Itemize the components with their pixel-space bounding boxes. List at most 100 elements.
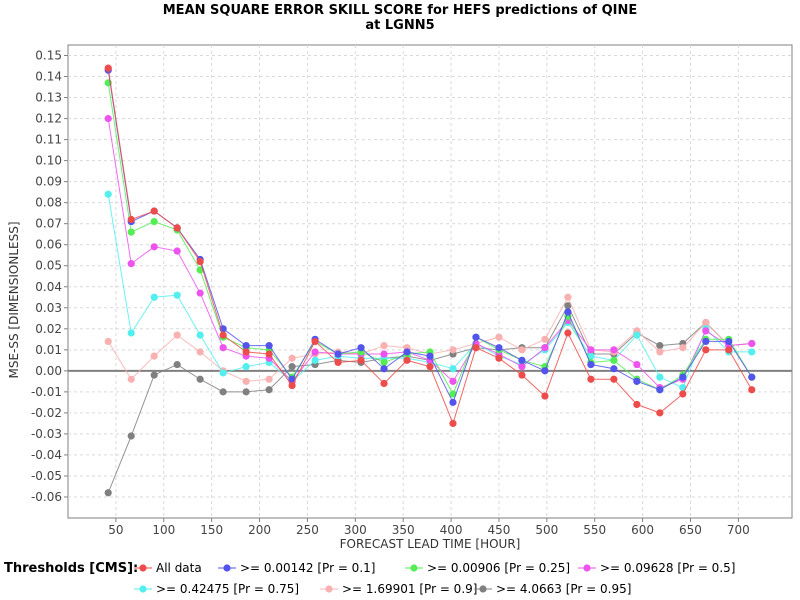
y-tick-label: 0.11 [35, 133, 62, 147]
data-point [449, 419, 457, 427]
data-point [196, 348, 204, 356]
data-point [748, 339, 756, 348]
data-point [127, 215, 135, 224]
data-point [518, 346, 526, 354]
x-tick-label: 650 [679, 523, 702, 537]
x-tick-label: 150 [200, 523, 223, 537]
legend: All data >= 0.00142 [Pr = 0.1] >= 0.00906 … [134, 561, 735, 596]
data-point [150, 371, 158, 379]
data-point [426, 352, 434, 360]
data-point [656, 348, 664, 356]
y-tick-label: 0.01 [35, 343, 62, 357]
data-point [196, 257, 204, 266]
x-tick-label: 500 [535, 523, 558, 537]
data-point [702, 346, 710, 354]
chart-title: MEAN SQUARE ERROR SKILL SCORE for HEFS p… [163, 3, 638, 18]
data-point [357, 344, 365, 352]
data-point [219, 388, 227, 396]
data-point [380, 342, 388, 350]
data-point [173, 331, 181, 339]
data-point [380, 350, 388, 358]
data-point [127, 329, 135, 337]
data-point [334, 350, 342, 358]
data-point [242, 377, 250, 385]
data-point [656, 373, 664, 381]
data-point [104, 64, 112, 72]
y-tick-label: -0.05 [31, 469, 62, 483]
data-point [656, 386, 664, 394]
data-point [311, 337, 319, 346]
data-point [173, 360, 181, 369]
data-point [150, 352, 158, 360]
legend-swatch-marker [139, 564, 147, 572]
y-axis-label: MSE-SS [DIMENSIONLESS] [7, 221, 21, 378]
legend-swatch-marker [139, 585, 147, 593]
x-tick-label: 250 [296, 523, 319, 537]
y-tick-label: 0.15 [35, 49, 62, 63]
y-tick-label: 0.05 [35, 259, 62, 273]
data-point [518, 363, 526, 371]
y-tick-label: 0.06 [35, 238, 62, 252]
legend-title: Thresholds [CMS]: [4, 561, 138, 576]
legend-label: All data [156, 561, 202, 575]
legend-label: >= 1.69901 [Pr = 0.9] [342, 582, 477, 596]
data-point [633, 331, 641, 339]
legend-label: >= 0.00142 [Pr = 0.1] [240, 561, 375, 575]
y-tick-label: 0.03 [35, 301, 62, 315]
y-tick-label: -0.02 [31, 406, 62, 420]
data-point [748, 386, 756, 394]
y-tick-label: -0.06 [31, 490, 62, 504]
data-point [150, 243, 158, 251]
y-tick-label: 0.10 [35, 154, 62, 168]
data-point [587, 375, 595, 383]
data-point [679, 373, 687, 381]
data-point [564, 329, 572, 337]
x-tick-label: 400 [440, 523, 463, 537]
data-point [541, 367, 549, 375]
data-point [380, 379, 388, 388]
data-point [311, 356, 319, 364]
data-point [449, 365, 457, 373]
legend-label: >= 4.0663 [Pr = 0.95] [496, 582, 631, 596]
data-point [610, 356, 618, 364]
data-point [288, 354, 296, 362]
x-axis-label: FORECAST LEAD TIME [HOUR] [340, 537, 521, 551]
data-point [403, 348, 411, 356]
data-point [104, 489, 112, 497]
y-tick-label: -0.01 [31, 385, 62, 399]
x-tick-label: 600 [631, 523, 654, 537]
x-tick-label: 50 [108, 523, 123, 537]
data-point [518, 356, 526, 364]
data-point [265, 375, 273, 383]
data-point [564, 293, 572, 301]
y-tick-label: 0.00 [35, 364, 62, 378]
data-point [173, 224, 181, 232]
data-point [127, 260, 135, 268]
data-point [219, 344, 227, 352]
data-point [564, 302, 572, 310]
x-tick-label: 350 [392, 523, 415, 537]
x-axis-ticks: 50 100 150 200 250 300 350 400 450 500 550 600 650 70… [108, 518, 750, 537]
data-point [610, 375, 618, 383]
data-point [748, 373, 756, 381]
data-point [173, 291, 181, 299]
data-point [311, 348, 319, 356]
data-point [449, 377, 457, 385]
data-point [449, 346, 457, 354]
series-1 [104, 64, 756, 427]
data-point [127, 375, 135, 383]
data-point [725, 346, 733, 354]
data-point [288, 381, 296, 390]
data-point [702, 327, 710, 335]
y-tick-label: -0.04 [31, 448, 62, 462]
data-point [725, 337, 733, 346]
data-point [541, 392, 549, 400]
data-point [656, 409, 664, 417]
data-point [380, 358, 388, 367]
data-point [610, 365, 618, 373]
data-point [656, 342, 664, 350]
data-point [472, 344, 480, 352]
data-point [702, 337, 710, 346]
legend-item: >= 1.69901 [Pr = 0.9] [320, 582, 477, 596]
